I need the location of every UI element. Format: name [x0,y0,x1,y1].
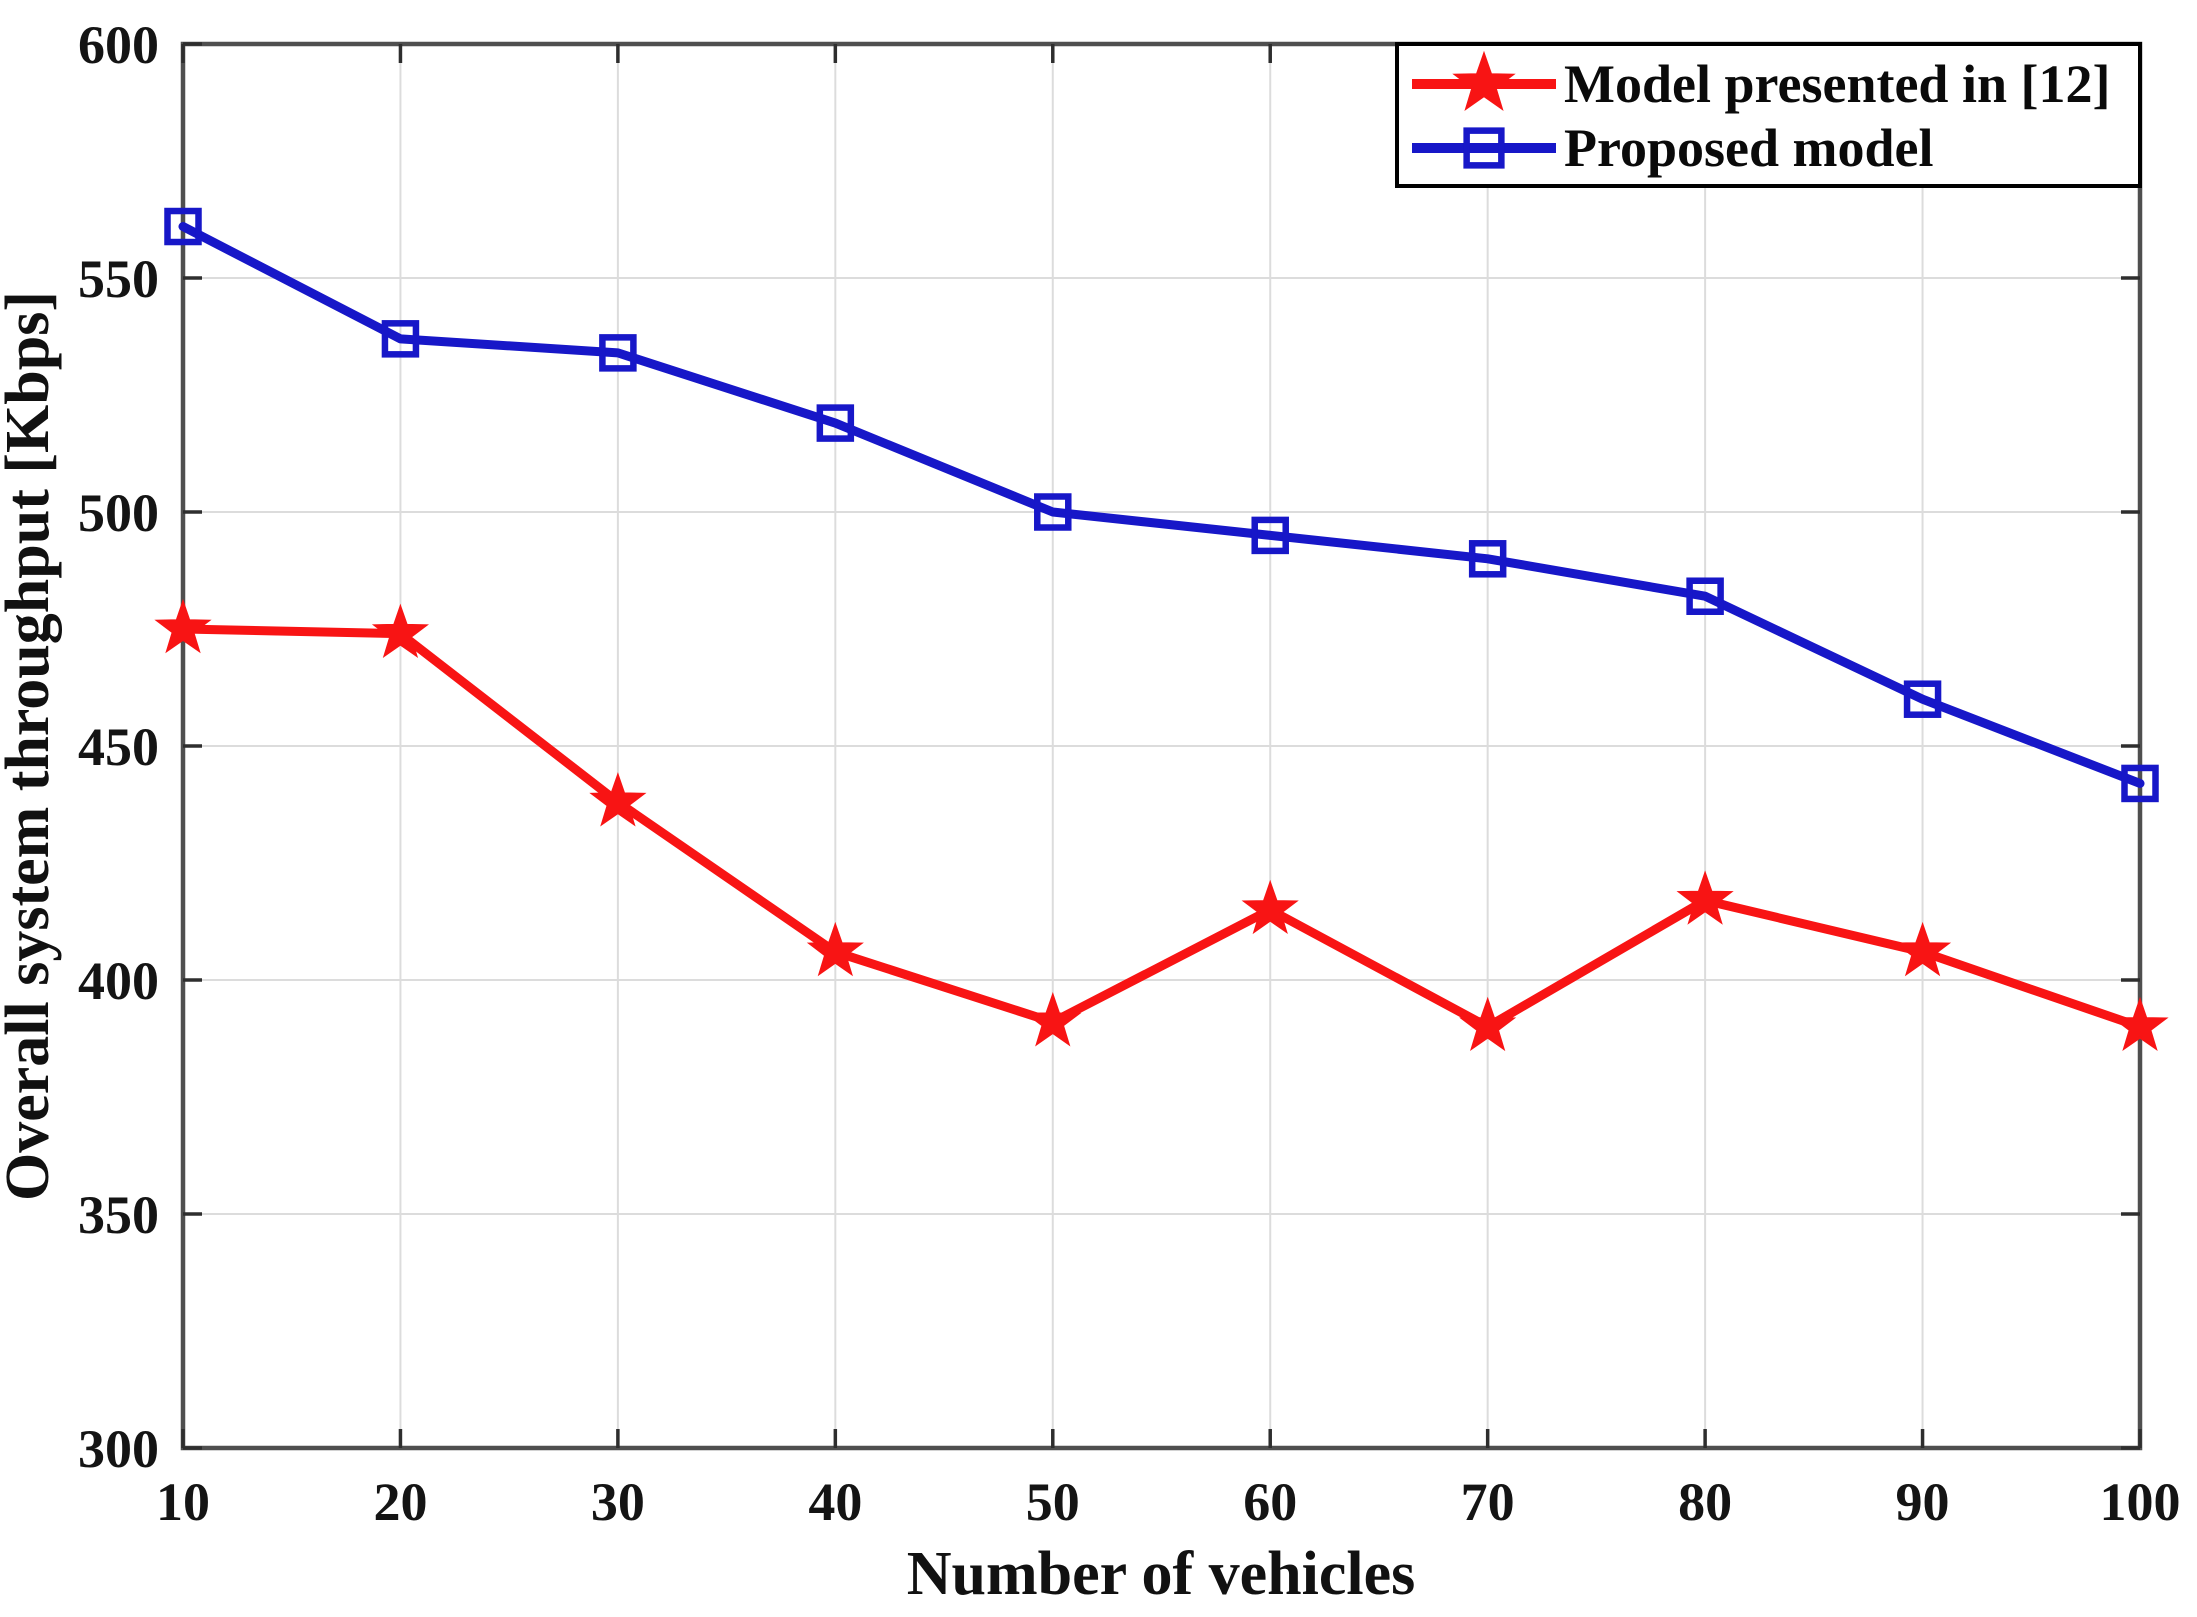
series-line [178,222,2145,788]
x-tick-label: 100 [2100,1472,2181,1532]
data-point-marker [1241,879,1299,935]
y-tick-label: 450 [78,717,159,777]
axis-ticks [181,42,2142,1450]
y-tick-label: 500 [78,483,159,543]
x-tick-label: 20 [373,1472,427,1532]
y-axis-title: Overall system throughput [Kbps] [0,291,62,1201]
y-tick-label: 550 [78,249,159,309]
x-tick-label: 70 [1461,1472,1515,1532]
data-point-marker [1459,996,1517,1052]
y-tick-label: 400 [78,951,159,1011]
data-point-marker [2111,996,2169,1052]
legend-box [1395,42,2142,188]
x-tick-label: 40 [808,1472,862,1532]
x-axis-title: Number of vehicles [907,1540,1416,1608]
x-tick-label: 80 [1678,1472,1732,1532]
x-tick-labels: 10 20 30 40 50 60 70 80 90 100 [156,1472,2181,1532]
legend-label-proposed: Proposed model [1564,118,1934,178]
data-point-marker [371,603,429,658]
x-tick-label: 60 [1243,1472,1297,1532]
legend-open-square-marker [1463,127,1505,169]
x-tick-label: 50 [1026,1472,1080,1532]
data-point-marker [1903,680,1942,718]
legend: Model presented in [12] Proposed model [1395,42,2142,188]
data-point-marker [1024,992,1082,1047]
data-point-marker [806,921,864,977]
x-tick-label: 10 [156,1472,210,1532]
series-line [178,624,2145,1032]
y-tick-label: 600 [78,15,159,75]
data-series [154,207,2169,1052]
gridlines [183,44,2140,1448]
data-point-marker [1034,493,1072,531]
y-tick-label: 350 [78,1185,159,1245]
data-point-marker [164,207,202,246]
x-tick-label: 30 [591,1472,645,1532]
data-point-marker [589,772,647,827]
data-point-marker [1251,516,1289,555]
legend-label-model-12: Model presented in [12] [1564,54,2110,114]
series-proposed-model [164,207,2159,803]
data-point-marker [381,320,420,358]
data-point-marker [816,404,855,442]
y-tick-label: 300 [78,1419,159,1479]
legend-pentagram-marker [1452,50,1516,111]
data-point-marker [1686,577,1724,615]
data-point-marker [1676,870,1734,925]
series-model-12 [154,598,2169,1052]
x-tick-label: 90 [1896,1472,1950,1532]
data-point-marker [599,334,637,372]
legend-markers [1412,50,1556,169]
y-tick-labels: 300 350 400 450 500 550 600 [78,15,159,1479]
data-point-marker [154,598,212,654]
data-point-marker [1894,921,1952,977]
data-point-marker [2121,764,2159,803]
data-point-marker [1468,540,1507,578]
